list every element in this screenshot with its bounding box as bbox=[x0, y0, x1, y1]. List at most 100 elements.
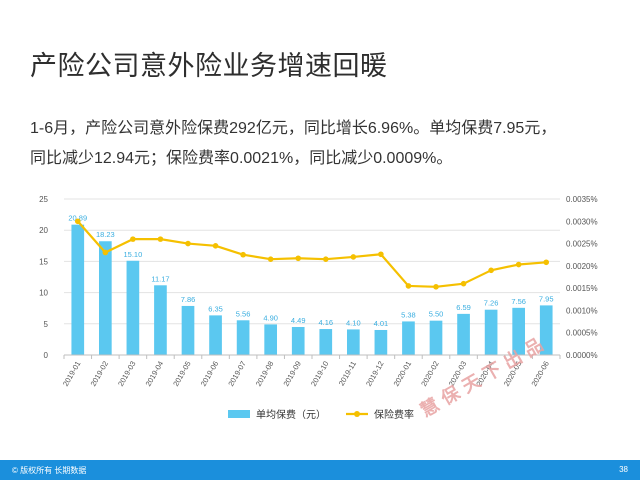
legend-line-marker bbox=[354, 411, 360, 417]
rate-point bbox=[240, 251, 246, 258]
right-tick-label: 0.0005% bbox=[566, 329, 598, 338]
rate-point bbox=[405, 283, 412, 289]
left-tick-label: 20 bbox=[39, 226, 48, 235]
rate-point bbox=[378, 251, 384, 258]
bar bbox=[539, 305, 553, 355]
x-tick-label: 2019-02 bbox=[89, 360, 111, 388]
left-tick-label: 5 bbox=[44, 320, 49, 329]
legend-bar-label: 单均保费（元） bbox=[256, 408, 326, 421]
line-series bbox=[74, 218, 550, 290]
bar bbox=[374, 329, 388, 355]
x-tick-label: 2019-04 bbox=[144, 360, 166, 388]
rate-point bbox=[350, 254, 357, 260]
rate-point bbox=[130, 236, 136, 242]
rate-point bbox=[515, 261, 522, 268]
bar bbox=[236, 320, 250, 355]
left-tick-label: 25 bbox=[39, 195, 48, 204]
bar-data-label: 4.01 bbox=[374, 319, 389, 328]
bar-data-label: 5.50 bbox=[429, 310, 444, 319]
page-number: 38 bbox=[619, 465, 628, 474]
bar-data-label: 20.89 bbox=[68, 214, 87, 223]
left-axis: 0 5 10 15 20 25 bbox=[39, 195, 48, 360]
rate-point bbox=[322, 256, 329, 262]
right-tick-label: 0.0030% bbox=[566, 217, 598, 226]
rate-point bbox=[212, 243, 219, 249]
bar bbox=[264, 324, 278, 355]
bar bbox=[181, 305, 195, 355]
bar bbox=[319, 329, 333, 355]
x-tick-label: 2020-02 bbox=[419, 360, 441, 388]
x-tick-label: 2019-12 bbox=[364, 360, 386, 388]
right-tick-label: 0.0000% bbox=[566, 351, 598, 360]
left-tick-label: 0 bbox=[44, 351, 49, 360]
legend-bar-swatch bbox=[228, 410, 250, 418]
x-tick-label: 2020-01 bbox=[392, 360, 414, 388]
bar-data-label: 4.10 bbox=[346, 318, 361, 327]
bar-data-label: 4.49 bbox=[291, 316, 306, 325]
description-line-2: 同比减少12.94元；保险费率0.0021%，同比减少0.0009%。 bbox=[30, 150, 453, 167]
rate-point bbox=[74, 218, 81, 225]
bar-series bbox=[71, 224, 553, 355]
bar-data-label: 4.16 bbox=[318, 318, 333, 327]
rate-point bbox=[185, 240, 191, 247]
bar bbox=[71, 224, 85, 355]
x-tick-label: 2019-11 bbox=[337, 360, 358, 388]
x-tick-label: 2020-06 bbox=[529, 360, 551, 388]
right-tick-label: 0.0015% bbox=[566, 284, 598, 293]
rate-point bbox=[102, 249, 109, 256]
bar-data-label: 4.90 bbox=[263, 313, 278, 322]
x-tick-label: 2019-10 bbox=[309, 360, 331, 388]
right-tick-label: 0.0025% bbox=[566, 240, 598, 249]
rate-point bbox=[543, 259, 550, 266]
rate-point bbox=[488, 267, 494, 274]
bar bbox=[209, 315, 222, 355]
bar-data-label: 7.95 bbox=[539, 294, 554, 303]
left-tick-label: 15 bbox=[39, 257, 48, 266]
right-tick-label: 0.0035% bbox=[566, 195, 598, 204]
legend-line-label: 保险费率 bbox=[374, 408, 414, 421]
bar-data-label: 7.86 bbox=[181, 295, 196, 304]
bar-data-label: 18.23 bbox=[96, 230, 115, 239]
bar bbox=[346, 329, 360, 355]
x-tick-label: 2019-03 bbox=[116, 360, 138, 388]
x-tick-label: 2019-01 bbox=[61, 360, 83, 388]
bar-data-label: 5.38 bbox=[401, 310, 416, 319]
bar bbox=[402, 321, 415, 355]
bar-value-labels: 20.89 18.23 15.10 11.17 7.86 6.35 5.56 4.90 4.49… bbox=[68, 214, 553, 328]
bar-data-label: 6.35 bbox=[208, 304, 223, 313]
legend: 单均保费（元） 保险费率 bbox=[228, 408, 414, 421]
right-axis: 0.0000% 0.0005% 0.0010% 0.0015% 0.0020% 0.002… bbox=[566, 195, 598, 360]
bar-data-label: 11.17 bbox=[151, 274, 169, 283]
bar-data-label: 6.59 bbox=[456, 303, 471, 312]
bar bbox=[126, 260, 140, 355]
bar bbox=[154, 285, 167, 355]
x-tick-label: 2019-09 bbox=[281, 360, 303, 388]
footer-bar: © 版权所有 长期数据 38 bbox=[0, 460, 640, 480]
bar bbox=[429, 320, 443, 355]
bar-data-label: 15.10 bbox=[123, 250, 142, 259]
right-tick-label: 0.0010% bbox=[566, 306, 598, 315]
description-line-1: 1-6月，产险公司意外险保费292亿元，同比增长6.96%。单均保费7.95元， bbox=[30, 120, 557, 137]
rate-point bbox=[460, 280, 467, 287]
x-tick-label: 2019-07 bbox=[226, 360, 248, 388]
page-title: 产险公司意外险业务增速回暖 bbox=[30, 51, 388, 81]
x-tick-label: 2019-08 bbox=[254, 360, 276, 388]
bar bbox=[457, 313, 470, 355]
x-tick-label: 2019-05 bbox=[171, 360, 193, 388]
left-tick-label: 10 bbox=[39, 289, 48, 298]
footer-copyright: © 版权所有 长期数据 bbox=[12, 466, 87, 475]
rate-point bbox=[433, 284, 439, 290]
rate-point bbox=[157, 236, 164, 242]
bar bbox=[291, 326, 305, 355]
rate-point bbox=[267, 256, 274, 262]
bar-data-label: 7.26 bbox=[484, 299, 499, 308]
bar-data-label: 5.56 bbox=[236, 309, 251, 318]
bar-data-label: 7.56 bbox=[511, 297, 526, 306]
bar bbox=[98, 241, 112, 355]
x-tick-label: 2019-06 bbox=[199, 360, 221, 388]
rate-line bbox=[76, 220, 547, 288]
right-tick-label: 0.0020% bbox=[566, 262, 598, 271]
bar bbox=[484, 309, 498, 355]
bar bbox=[512, 307, 526, 355]
